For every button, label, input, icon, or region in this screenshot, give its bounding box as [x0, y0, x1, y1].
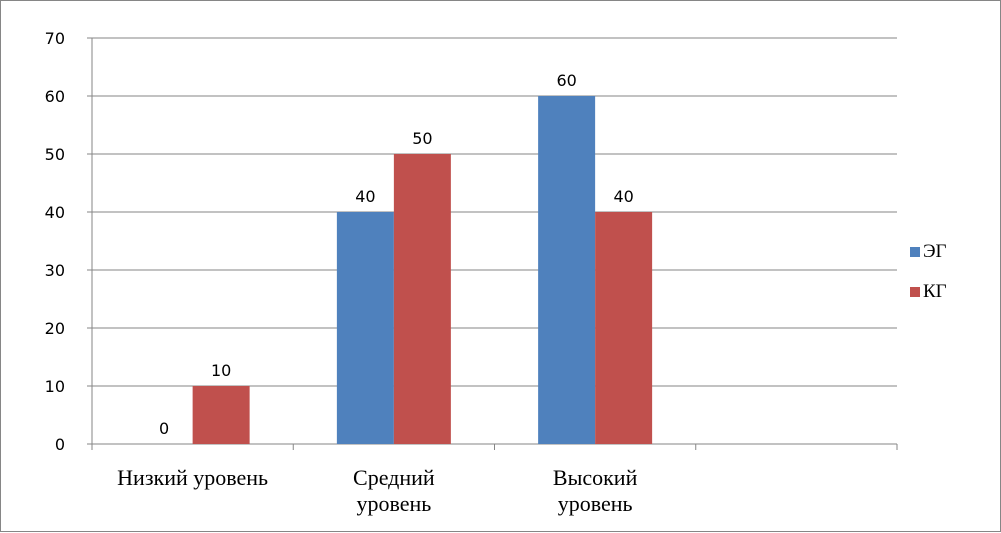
- y-tick-label: 50: [45, 145, 65, 164]
- x-category-label: уровень: [356, 491, 431, 516]
- data-label: 0: [159, 419, 169, 438]
- bar: [595, 212, 653, 444]
- legend-swatch: [910, 247, 920, 257]
- legend-label: КГ: [923, 281, 947, 302]
- x-category-label: Средний: [353, 465, 435, 490]
- y-tick-label: 40: [45, 203, 65, 222]
- x-category-label: Высокий: [553, 465, 638, 490]
- legend-swatch: [910, 287, 920, 297]
- data-label: 40: [613, 187, 633, 206]
- y-tick-label: 0: [55, 435, 65, 454]
- bar: [538, 96, 596, 444]
- data-label: 50: [412, 129, 432, 148]
- bar: [336, 212, 394, 444]
- y-tick-label: 10: [45, 377, 65, 396]
- data-label: 40: [355, 187, 375, 206]
- y-tick-label: 30: [45, 261, 65, 280]
- data-label: 60: [556, 71, 576, 90]
- legend-label: ЭГ: [923, 241, 947, 262]
- y-tick-label: 20: [45, 319, 65, 338]
- bar: [393, 154, 451, 444]
- data-label: 10: [211, 361, 231, 380]
- x-category-label: уровень: [558, 491, 633, 516]
- x-category-label: Низкий уровень: [117, 465, 268, 490]
- y-tick-label: 60: [45, 87, 65, 106]
- bar: [192, 386, 250, 444]
- y-tick-label: 70: [45, 29, 65, 48]
